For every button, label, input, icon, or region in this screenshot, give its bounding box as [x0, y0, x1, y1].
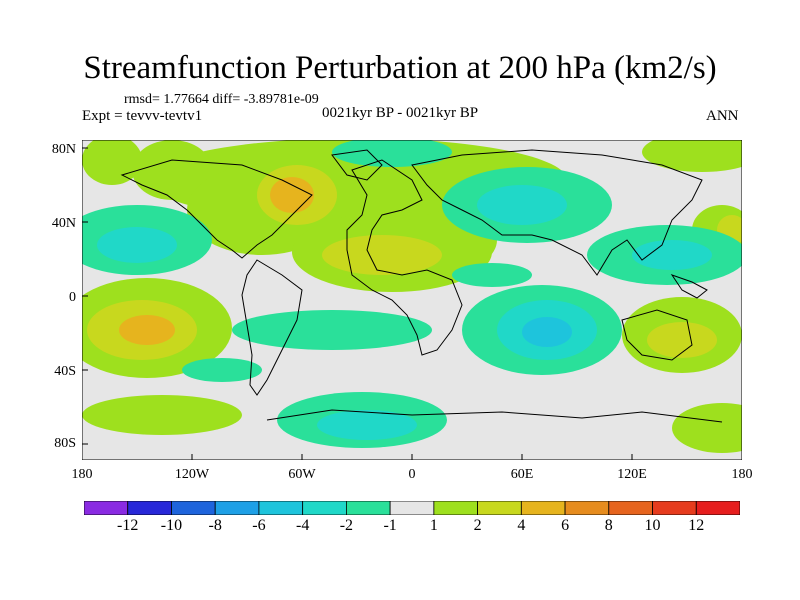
- lat-label-0: 0: [69, 290, 76, 305]
- colorbar-bin: [302, 501, 347, 515]
- colorbar-label: -6: [252, 517, 266, 534]
- negative-anomaly-strong: [522, 317, 572, 347]
- lon-label-60e: 60E: [510, 467, 534, 482]
- colorbar-label: -8: [208, 517, 222, 534]
- lat-label-40s: 40S: [54, 364, 76, 379]
- colorbar-label: 10: [644, 517, 661, 534]
- colorbar-bin: [84, 501, 129, 515]
- colorbar-label: -12: [117, 517, 139, 534]
- lat-label-80s: 80S: [54, 436, 76, 451]
- colorbar-label: -10: [160, 517, 183, 534]
- lon-label-180e: 180: [731, 467, 753, 482]
- lon-label-180w: 180: [71, 467, 93, 482]
- colorbar-label: 12: [688, 517, 705, 534]
- colorbar-label: 4: [517, 517, 526, 534]
- coastlines: [120, 149, 723, 423]
- colorbar-bin: [171, 501, 216, 515]
- colorbar-bin: [695, 501, 740, 515]
- colorbar-label: 2: [473, 517, 482, 534]
- colorbar-bin: [520, 501, 566, 515]
- period-label: 0021kyr BP - 0021kyr BP: [322, 105, 479, 121]
- lon-label-120e: 120E: [617, 467, 647, 482]
- colorbar-bin: [345, 501, 391, 515]
- colorbar-bin: [477, 501, 522, 515]
- colorbar-bin: [608, 501, 653, 515]
- negative-anomaly-medium: [97, 185, 712, 440]
- stats-label: rmsd= 1.77664 diff= -3.89781e-09: [124, 92, 319, 107]
- season-label: ANN: [706, 108, 739, 124]
- colorbar-label: -2: [339, 517, 354, 534]
- colorbar-label: 1: [429, 517, 438, 534]
- map-title: Streamfunction Perturbation at 200 hPa (…: [83, 50, 717, 86]
- map-plot: [82, 140, 742, 460]
- colorbar-bin: [389, 501, 435, 515]
- colorbar-label: -4: [295, 517, 310, 534]
- colorbar-bin: [127, 501, 172, 515]
- lat-label-40n: 40N: [51, 216, 76, 231]
- lon-label-0: 0: [408, 467, 416, 482]
- colorbar-bin: [433, 501, 478, 515]
- lon-label-120w: 120W: [174, 467, 210, 482]
- colorbar-bin: [564, 501, 610, 515]
- colorbar-bin: [214, 501, 260, 515]
- colorbar-bin: [258, 501, 304, 515]
- colorbar-bin: [652, 501, 697, 515]
- colorbar-label: 8: [604, 517, 613, 534]
- colorbar: [84, 501, 740, 515]
- experiment-label: Expt = tevvv-tevtv1: [82, 108, 203, 124]
- colorbar-label: 6: [561, 517, 570, 534]
- lat-label-80n: 80N: [51, 142, 76, 157]
- lon-label-60w: 60W: [288, 467, 316, 482]
- axis-ticks: [82, 147, 633, 460]
- colorbar-label: -1: [383, 517, 397, 534]
